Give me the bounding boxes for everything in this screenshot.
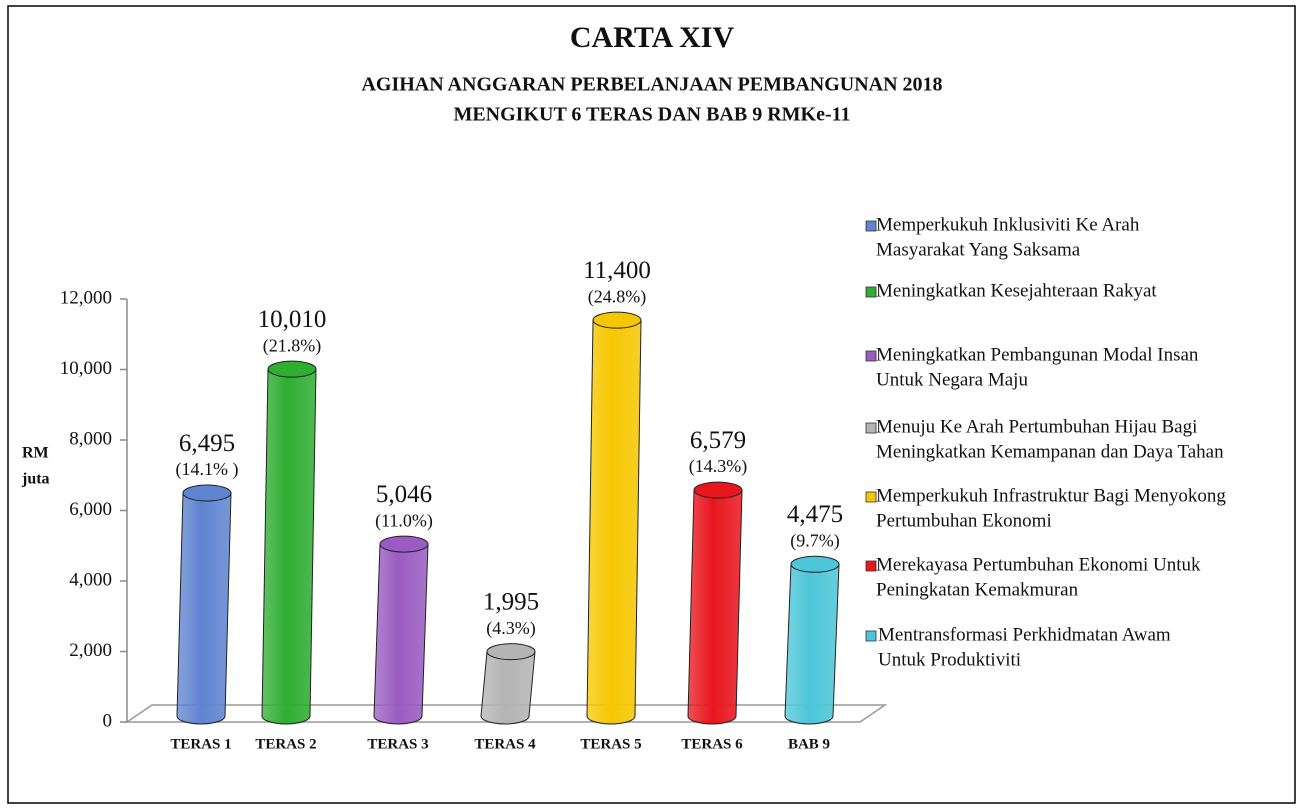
y-tick-label: 4,000	[69, 569, 112, 590]
legend-swatch	[865, 220, 877, 232]
legend-swatch	[865, 630, 877, 642]
legend-label: Peningkatan Kemakmuran	[876, 579, 1079, 600]
y-tick-label: 8,000	[69, 428, 112, 449]
legend-label: Memperkukuh Inklusiviti Ke Arah	[876, 214, 1140, 235]
x-tick-label: TERAS 3	[367, 736, 428, 752]
y-axis-label: juta	[21, 471, 50, 488]
legend-label: Merekayasa Pertumbuhan Ekonomi Untuk	[876, 554, 1201, 575]
legend-label: Untuk Negara Maju	[876, 369, 1028, 390]
y-tick-label: 6,000	[69, 499, 112, 520]
legend-label: Meningkatkan Kesejahteraan Rakyat	[876, 280, 1157, 301]
x-tick-label: TERAS 4	[474, 736, 536, 752]
x-tick-label: TERAS 1	[170, 736, 231, 752]
legend-swatch	[865, 286, 877, 298]
bar-top	[790, 555, 840, 573]
legend-label: Memperkukuh Infrastruktur Bagi Menyokong	[876, 485, 1226, 506]
x-tick-label: TERAS 5	[580, 736, 641, 752]
y-tick-label: 12,000	[60, 287, 112, 308]
bar-top	[267, 360, 317, 378]
bar	[373, 543, 429, 725]
percent-label: (9.7%)	[790, 530, 839, 551]
percent-label: (14.3%)	[689, 456, 747, 477]
legend-label: Meningkatkan Kemampanan dan Daya Tahan	[876, 441, 1224, 462]
bar	[687, 489, 743, 725]
legend-label: Menuju Ke Arah Pertumbuhan Hijau Bagi	[876, 416, 1197, 437]
value-label: 5,046	[376, 481, 432, 508]
value-label: 11,400	[583, 257, 651, 284]
bar	[176, 492, 232, 725]
bar	[784, 563, 840, 725]
percent-label: (21.8%)	[263, 335, 321, 356]
chart-subtitle: MENGIKUT 6 TERAS DAN BAB 9 RMKe-11	[453, 104, 850, 126]
value-label: 1,995	[483, 588, 539, 615]
bar	[261, 368, 317, 725]
bar-top	[379, 535, 429, 553]
value-label: 10,010	[258, 306, 327, 333]
bar	[480, 651, 536, 725]
legend-swatch	[865, 350, 877, 362]
percent-label: (4.3%)	[486, 618, 535, 639]
legend-label: Untuk Produktiviti	[878, 649, 1021, 670]
bar-top	[486, 643, 536, 661]
chart-subtitle: AGIHAN ANGGARAN PERBELANJAAN PEMBANGUNAN…	[361, 74, 942, 96]
legend-swatch	[865, 560, 877, 572]
value-label: 4,475	[787, 501, 843, 528]
y-tick-label: 10,000	[60, 358, 112, 379]
y-tick-label: 0	[103, 710, 113, 731]
legend-label: Masyarakat Yang Saksama	[876, 239, 1081, 260]
legend-swatch	[865, 422, 877, 434]
value-label: 6,495	[179, 430, 235, 457]
bar-top	[693, 481, 743, 499]
y-axis-label: RM	[22, 445, 49, 462]
legend-swatch	[865, 491, 877, 503]
bar-top	[182, 484, 232, 502]
x-tick-label: TERAS 2	[255, 736, 316, 752]
y-tick-label: 2,000	[69, 640, 112, 661]
x-tick-label: BAB 9	[788, 736, 830, 752]
legend-label: Meningkatkan Pembangunan Modal Insan	[876, 344, 1199, 365]
legend-label: Mentransformasi Perkhidmatan Awam	[878, 624, 1171, 645]
percent-label: (14.1% )	[176, 459, 239, 480]
percent-label: (11.0%)	[375, 510, 433, 531]
chart-title: CARTA XIV	[570, 21, 735, 54]
percent-label: (24.8%)	[588, 286, 646, 307]
legend-label: Pertumbuhan Ekonomi	[876, 510, 1052, 531]
x-tick-label: TERAS 6	[681, 736, 743, 752]
bar-top	[592, 311, 642, 329]
bar	[586, 319, 642, 725]
value-label: 6,579	[690, 427, 746, 454]
